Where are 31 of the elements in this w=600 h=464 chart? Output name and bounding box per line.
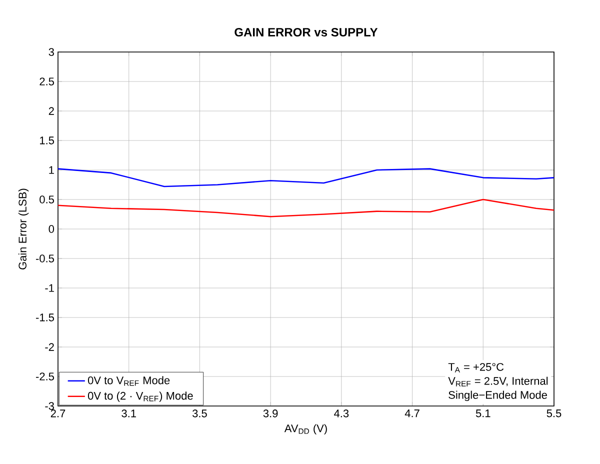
x-axis-title: AV$_{DD}$ (V) [284, 424, 327, 434]
y-tick-label: 0.5 [40, 196, 54, 204]
y-tick-label: -0.5 [36, 254, 54, 262]
line-series [58, 168, 554, 188]
y-tick-label: -2.5 [36, 372, 54, 380]
x-tick-label: 5.1 [476, 410, 490, 418]
x-tick-label: 5.5 [546, 410, 562, 418]
y-tick-label: -1 [45, 284, 54, 292]
x-tick-label: 2.7 [50, 410, 66, 418]
chart-title: GAIN ERROR vs SUPPLY [234, 28, 378, 36]
x-tick-label: 3.5 [192, 410, 207, 418]
y-tick-label: 1.5 [40, 136, 54, 144]
x-tick-label: 4.7 [404, 410, 420, 418]
x-tick-label: 4.3 [334, 410, 349, 418]
y-tick-label: 1 [49, 166, 54, 174]
y-tick-label: 3 [48, 48, 54, 56]
y-axis-title: Gain Error (LSB) [18, 188, 29, 270]
y-tick-label: 2.5 [40, 78, 54, 86]
annotation: V$_{REF}$ = 2.5V, Internal [448, 376, 548, 386]
y-tick-label: 2 [48, 107, 54, 115]
y-tick-label: -3 [45, 402, 54, 410]
y-tick-label: -1.5 [36, 314, 54, 322]
line-series [58, 198, 554, 218]
legend-label: 0V to V$_{REF}$ Mode [88, 376, 170, 386]
legend-label: 0V to (2 · V$_{REF}$) Mode [88, 392, 193, 402]
annotation: T$_{A}$ = +25°C [448, 363, 504, 372]
annotation: Single−Ended Mode [448, 390, 547, 402]
x-tick-label: 3.9 [263, 410, 278, 418]
x-tick-label: 3.1 [122, 410, 136, 418]
y-tick-label: 0 [48, 225, 54, 233]
y-tick-label: -2 [45, 343, 54, 351]
